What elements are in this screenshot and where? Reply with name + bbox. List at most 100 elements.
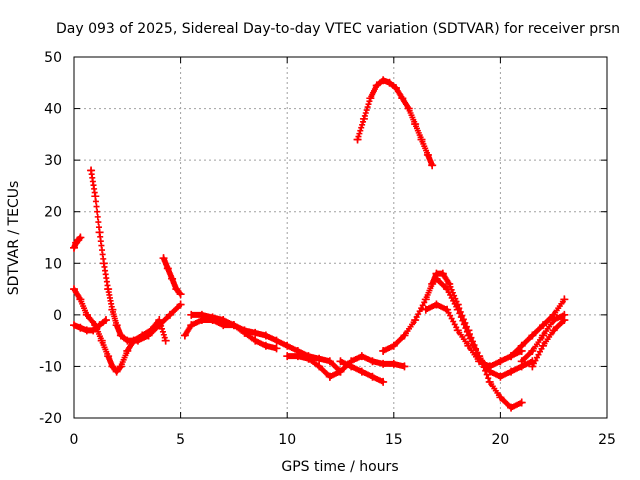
data-point [116,362,125,371]
y-tick-label: -20 [39,411,62,427]
data-point [400,362,409,371]
data-point [165,310,174,319]
data-point [453,305,462,314]
data-point [272,336,281,345]
data-point [176,290,185,299]
data-point [357,352,366,361]
data-point [82,310,91,319]
y-tick-label: 0 [53,308,62,324]
data-point [104,352,113,361]
series-arc-6 [159,254,185,299]
series-arc-5 [129,316,170,345]
data-point [76,323,85,332]
data-point [528,362,537,371]
series-arc-18 [517,310,569,366]
data-point [163,264,172,273]
data-point [159,254,168,263]
marker-trail [380,270,525,411]
data-point [496,357,505,366]
data-point [129,336,138,345]
data-point [283,341,292,350]
data-point [95,321,104,330]
data-point [438,269,447,278]
data-point [404,104,413,113]
data-point [549,316,558,325]
series-arc-1 [70,233,85,252]
data-point [428,279,437,288]
data-point [357,367,366,376]
data-point [411,316,420,325]
data-point [464,331,473,340]
data-point [219,316,228,325]
data-point [104,285,113,294]
data-point [507,403,516,412]
marker-trail [433,275,536,380]
data-point [528,346,537,355]
x-tick-label: 15 [385,432,403,448]
data-point [70,321,78,330]
data-point [187,321,196,330]
y-tick-label: -10 [39,359,62,375]
marker-trail [354,77,436,169]
data-point [385,78,394,87]
data-point [368,372,377,381]
data-point [423,150,432,159]
y-tick-label: 40 [44,102,62,118]
data-point [379,76,388,85]
data-point [389,341,398,350]
data-point [304,354,313,363]
data-point [112,321,121,330]
data-point [99,259,108,268]
data-point [417,135,426,144]
data-point [496,372,505,381]
data-point [108,362,117,371]
data-point [251,336,260,345]
series-arc-15 [432,274,537,381]
data-point [507,352,516,361]
data-point [172,285,181,294]
data-point [315,362,324,371]
data-point [101,316,110,325]
data-point [485,367,494,376]
data-point [353,135,362,144]
y-tick-label: 30 [44,153,62,169]
marker-trail [422,301,525,370]
data-point [315,354,324,363]
data-point [432,300,441,309]
series-arc-3 [87,166,185,345]
series-arc-4 [70,316,110,335]
data-point [368,357,377,366]
data-point [336,367,345,376]
data-point [97,336,106,345]
series-arc-16 [507,295,569,361]
x-axis-label: GPS time / hours [281,459,398,475]
data-point [95,228,104,237]
x-tick-label: 10 [278,432,296,448]
data-point [475,352,484,361]
data-point [379,346,388,355]
data-point [161,336,170,345]
data-point [400,331,409,340]
data-point [560,295,569,304]
x-tick-label: 20 [491,432,509,448]
data-point [421,305,430,314]
series-arc-14 [421,300,526,371]
data-point [432,274,441,283]
data-point [539,321,548,330]
data-point [187,310,196,319]
data-point [108,305,117,314]
data-point [428,161,437,170]
data-point [560,310,569,319]
data-point [155,316,164,325]
data-point [76,295,85,304]
data-point [445,279,454,288]
data-point [76,233,85,242]
data-point [464,341,473,350]
data-point [496,393,505,402]
data-point [261,341,270,350]
ticks-layer [73,56,608,419]
x-tick-label: 5 [176,432,185,448]
data-point [517,341,526,350]
x-tick-label: 0 [70,432,79,448]
data-point [197,310,206,319]
